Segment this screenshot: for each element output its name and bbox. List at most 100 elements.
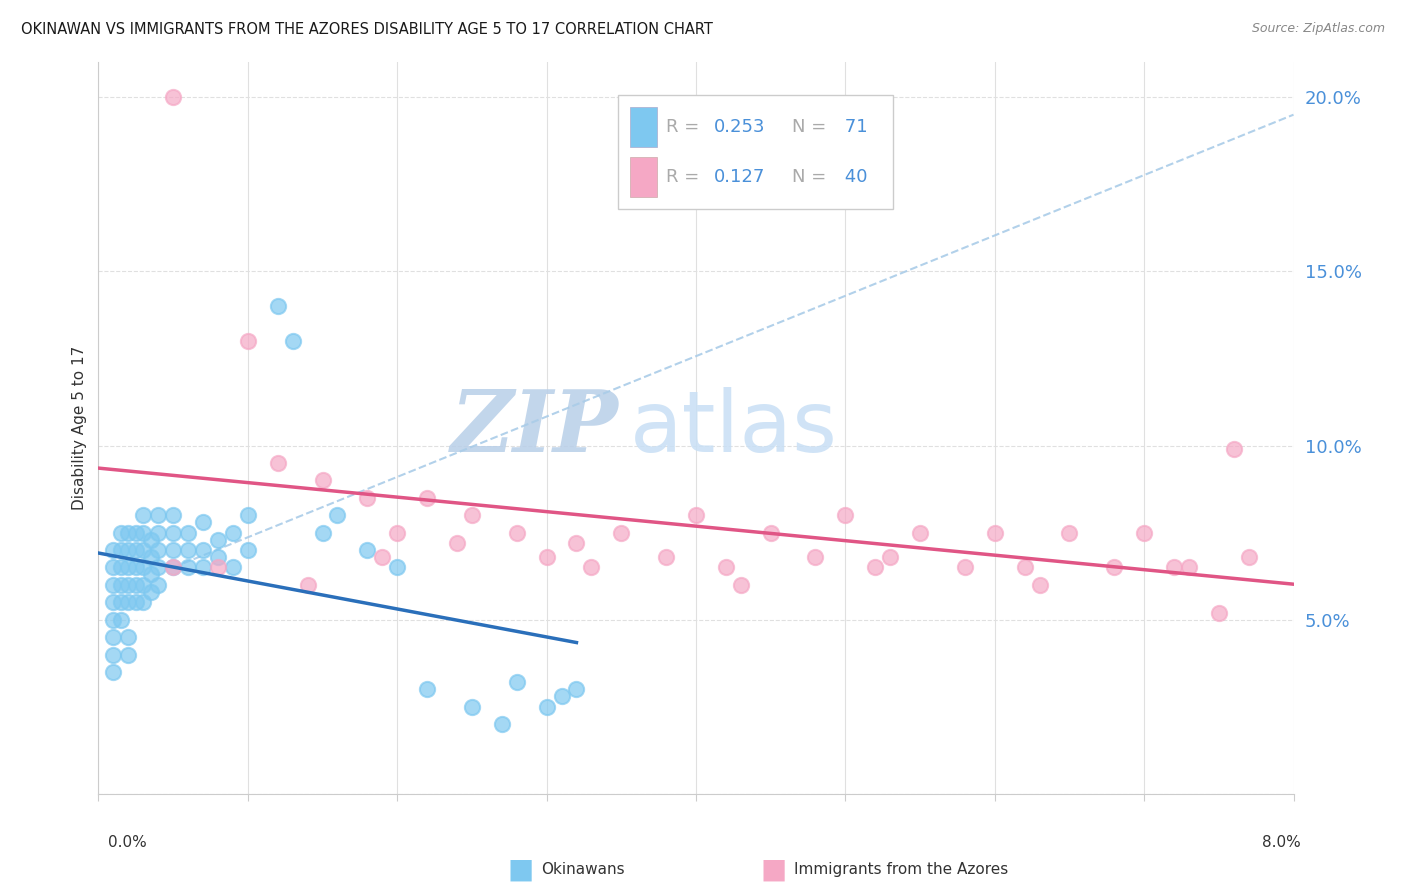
Point [117,578,139,592]
Point [446,536,468,550]
Point [655,549,678,564]
Text: N =: N = [792,118,831,136]
Text: OKINAWAN VS IMMIGRANTS FROM THE AZORES DISABILITY AGE 5 TO 17 CORRELATION CHART: OKINAWAN VS IMMIGRANTS FROM THE AZORES D… [21,22,713,37]
Point [236,543,259,558]
Text: Source: ZipAtlas.com: Source: ZipAtlas.com [1251,22,1385,36]
Text: 8.0%: 8.0% [1261,836,1301,850]
Point [356,543,378,558]
Point [191,543,214,558]
Point [506,675,529,690]
Point [984,525,1007,540]
Point [1178,560,1201,574]
Text: Immigrants from the Azores: Immigrants from the Azores [794,863,1008,877]
Text: N =: N = [792,168,831,186]
Point [908,525,931,540]
Point [103,630,125,644]
Point [132,595,155,609]
Point [416,491,439,505]
Text: atlas: atlas [630,386,838,470]
Point [356,491,378,505]
Point [1223,442,1246,456]
Point [132,508,155,523]
Point [132,525,155,540]
Text: 0.127: 0.127 [714,168,765,186]
Point [371,549,394,564]
Point [1237,549,1260,564]
Point [1163,560,1185,574]
Point [1104,560,1126,574]
Point [148,578,170,592]
Text: R =: R = [666,168,704,186]
Point [1208,606,1230,620]
Point [536,549,558,564]
Point [311,525,333,540]
Text: 71: 71 [839,118,868,136]
Point [162,560,184,574]
Point [148,508,170,523]
Point [125,543,148,558]
Point [385,525,409,540]
Point [953,560,976,574]
Point [759,525,782,540]
Point [125,525,148,540]
Point [207,560,229,574]
Point [132,578,155,592]
Point [139,567,162,582]
Point [1059,525,1081,540]
Point [222,525,245,540]
Point [191,560,214,574]
Point [550,690,572,704]
Point [1014,560,1036,574]
Point [267,456,290,470]
Point [177,525,200,540]
Point [581,560,603,574]
Text: 0.253: 0.253 [714,118,765,136]
Point [207,533,229,547]
Point [103,595,125,609]
Point [148,543,170,558]
Point [162,543,184,558]
Point [385,560,409,574]
Point [177,543,200,558]
Point [110,560,132,574]
Point [132,560,155,574]
Point [162,525,184,540]
Point [610,525,633,540]
Point [491,717,513,731]
Point [117,630,139,644]
Point [110,595,132,609]
Point [222,560,245,574]
Point [565,682,588,697]
Point [461,699,484,714]
Point [139,585,162,599]
Point [125,595,148,609]
Point [103,613,125,627]
Point [1133,525,1156,540]
Point [565,536,588,550]
Point [125,560,148,574]
Point [117,543,139,558]
Point [110,525,132,540]
FancyBboxPatch shape [630,157,657,197]
Point [103,543,125,558]
Point [865,560,887,574]
Point [103,578,125,592]
Point [326,508,349,523]
Point [267,299,290,313]
Point [297,578,319,592]
Point [311,474,333,488]
Point [132,543,155,558]
Point [162,508,184,523]
Point [148,560,170,574]
Point [207,549,229,564]
Point [162,90,184,104]
FancyBboxPatch shape [619,95,893,209]
Point [804,549,827,564]
Point [103,665,125,679]
Text: ■: ■ [761,855,786,884]
Point [139,533,162,547]
Point [685,508,707,523]
Point [236,508,259,523]
Point [117,560,139,574]
Text: 40: 40 [839,168,868,186]
